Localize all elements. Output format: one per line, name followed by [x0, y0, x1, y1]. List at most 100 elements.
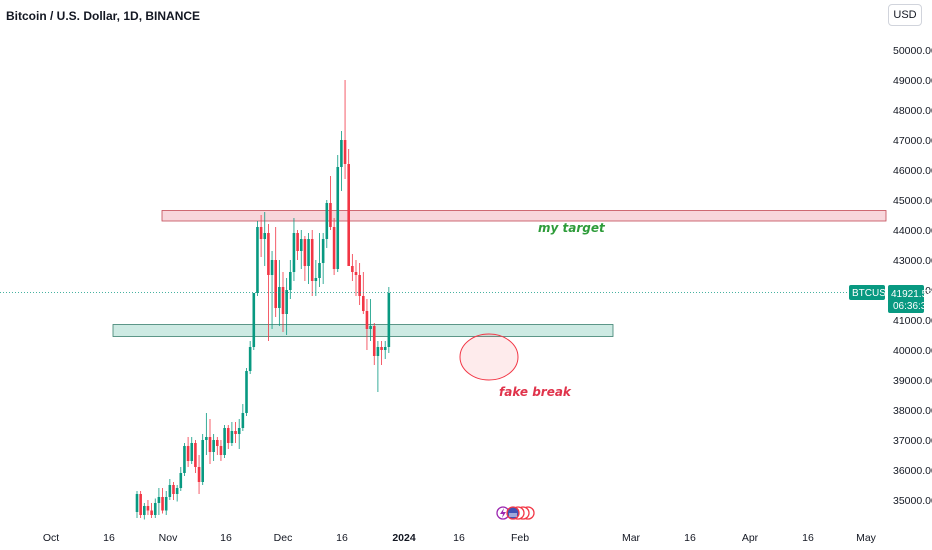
price-tick-label: 49000.00 [893, 75, 932, 87]
candles [135, 80, 391, 520]
price-tag-countdown: 06:36:37 [893, 301, 932, 312]
time-tick-label: 16 [336, 532, 348, 544]
time-tick-label: 16 [220, 532, 232, 544]
candle-body [190, 443, 194, 461]
candle-body [259, 227, 263, 239]
candle-body [285, 290, 288, 314]
price-tick-label: 37000.00 [893, 435, 932, 447]
time-tick-label: Oct [43, 532, 59, 544]
time-tick-label: 16 [453, 532, 465, 544]
candle-body [153, 503, 157, 515]
time-tick-label: 16 [684, 532, 696, 544]
price-tick-label: 47000.00 [893, 135, 932, 147]
us-flag-stripes [509, 513, 517, 517]
candle-body [186, 446, 190, 461]
price-tick-label: 44000.00 [893, 225, 932, 237]
price-tick-label: 50000.00 [893, 45, 932, 57]
candle-body [226, 428, 230, 443]
lightning-glyph [500, 508, 506, 518]
candle-body [234, 431, 237, 434]
candle-body [252, 293, 256, 347]
candle-body [248, 347, 252, 371]
candle-body [157, 497, 161, 503]
candle-body [358, 275, 361, 296]
candle-body [336, 167, 340, 269]
candle-body [307, 239, 310, 266]
time-tick-label: Apr [742, 532, 759, 544]
price-tick-label: 36000.00 [893, 465, 932, 477]
candle-body [212, 440, 215, 452]
candle-body [351, 266, 354, 272]
candle-body [274, 260, 277, 308]
candle-body [219, 446, 223, 455]
candle-body [380, 347, 383, 350]
price-tick-label: 46000.00 [893, 165, 932, 177]
candle-body [329, 203, 332, 227]
candle-body [216, 440, 219, 446]
event-icons[interactable] [496, 506, 535, 520]
candle-body [135, 494, 139, 512]
price-tick-label: 43000.00 [893, 255, 932, 267]
price-tag-value: 41921.58 [891, 289, 932, 300]
candle-body [175, 488, 179, 494]
candle-body [387, 293, 391, 347]
candle-body [197, 467, 201, 482]
candle-body [223, 428, 226, 455]
candle-body [168, 485, 172, 497]
candle-body [292, 233, 296, 272]
symbol-tag-label: BTCUSD [852, 288, 893, 299]
fake-break-label: fake break [499, 385, 572, 399]
candle-body [230, 431, 234, 443]
time-tick-label: Feb [511, 532, 529, 544]
candle-body [270, 260, 274, 275]
candle-body [183, 446, 186, 473]
resistance-zone [161, 210, 887, 222]
candle-body [205, 437, 208, 440]
candle-body [369, 326, 372, 329]
candle-body [310, 239, 314, 281]
candle-body [325, 203, 329, 239]
candle-body [139, 494, 142, 515]
candle-body [245, 371, 248, 413]
time-tick-label: May [856, 532, 877, 544]
candle-body [150, 510, 153, 515]
candle-body [237, 428, 241, 434]
candle-body [343, 140, 347, 164]
candle-body [179, 473, 183, 488]
candle-body [241, 413, 245, 428]
price-tag [888, 285, 924, 313]
chart-title: Bitcoin / U.S. Dollar, 1D, BINANCE [6, 9, 201, 23]
price-axis: 35000.00 36000.00 37000.00 38000.00 39000.00… [893, 45, 932, 507]
candle-body [318, 263, 321, 278]
price-tick-label: 41000.00 [893, 315, 932, 327]
fake-break-circle [459, 333, 519, 381]
candle-body [299, 239, 303, 251]
candle-body [347, 164, 350, 266]
time-tick-label: Mar [622, 532, 641, 544]
candle-body [146, 506, 150, 511]
symbol-tag [849, 285, 885, 300]
candle-body [314, 278, 318, 281]
candle-body [321, 239, 325, 263]
time-tick-label: 2024 [392, 532, 416, 544]
candle-body [278, 287, 281, 308]
candle-body [263, 233, 267, 239]
candle-body [365, 311, 369, 329]
candle-body [354, 272, 358, 275]
price-zones [112, 210, 887, 337]
time-tick-label: Dec [274, 532, 293, 544]
candle-body [161, 497, 164, 511]
candle-body [143, 506, 146, 515]
candle-body [303, 239, 307, 266]
candle-body [340, 140, 343, 167]
price-tick-label: 48000.00 [893, 105, 932, 117]
candle-body [208, 437, 212, 452]
candle-body [256, 227, 259, 293]
candle-body [383, 347, 387, 350]
currency-button[interactable]: USD [888, 4, 922, 26]
candle-body [332, 227, 336, 269]
candle-body [372, 326, 376, 356]
time-tick-label: Nov [159, 532, 178, 544]
candle-body [376, 347, 380, 356]
